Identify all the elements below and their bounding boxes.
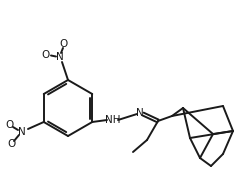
Text: NH: NH xyxy=(105,115,121,125)
Text: N: N xyxy=(56,52,64,62)
Text: O: O xyxy=(7,139,15,149)
Text: O: O xyxy=(42,50,50,60)
Text: N: N xyxy=(136,108,144,118)
Text: N: N xyxy=(18,127,26,137)
Text: O: O xyxy=(5,120,13,130)
Text: O: O xyxy=(60,39,68,49)
